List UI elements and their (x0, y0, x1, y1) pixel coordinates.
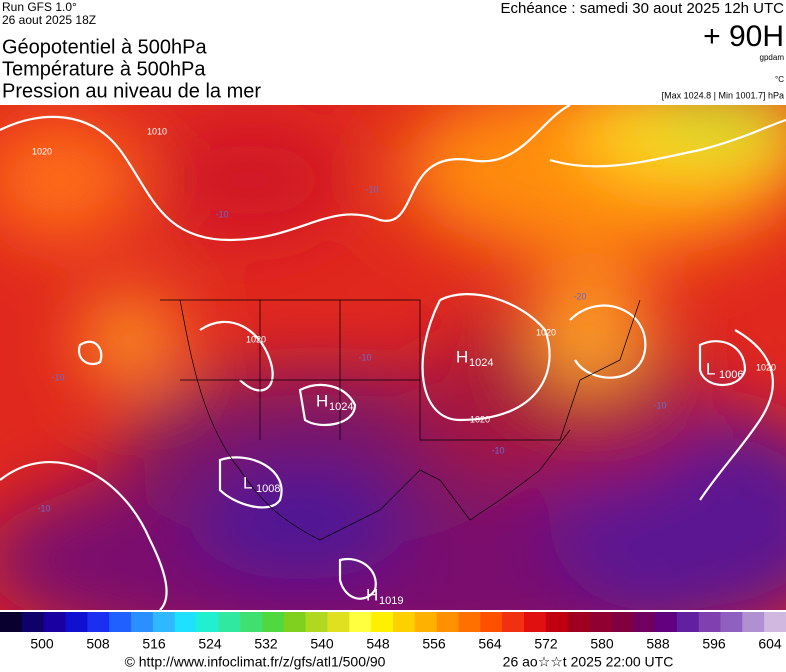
colorbar-tick-label: 572 (534, 636, 558, 652)
colorbar-swatch (524, 612, 547, 632)
echeance: Echéance : samedi 30 aout 2025 12h UTC (500, 0, 784, 17)
colorbar-swatch (720, 612, 743, 632)
colorbar-swatch (764, 612, 786, 632)
colorbar-swatch (371, 612, 394, 632)
colorbar-tick-label: 596 (702, 636, 726, 652)
colorbar-swatch (436, 612, 459, 632)
colorbar-swatch (0, 612, 23, 632)
lead-time: + 90H (703, 20, 784, 53)
colorbar-swatch (633, 612, 656, 632)
isobar-label: 1010 (147, 126, 167, 136)
colorbar-tick-label: 500 (30, 636, 54, 652)
colorbar-tick-label: 524 (198, 636, 222, 652)
isobar-label: 1020 (756, 362, 776, 372)
colorbar-tick-label: 588 (646, 636, 670, 652)
colorbar-swatch (305, 612, 328, 632)
title-line: Température à 500hPa (2, 58, 206, 80)
center-letter: H (366, 585, 378, 604)
temperature-label: -20 (573, 291, 586, 301)
colorbar-swatch (262, 612, 285, 632)
colorbar-swatch (87, 612, 110, 632)
colorbar-swatch (567, 612, 590, 632)
colorbar-swatch (480, 612, 503, 632)
colorbar-tick-label: 564 (478, 636, 502, 652)
colorbar-swatch (240, 612, 263, 632)
center-value: 1006 (719, 369, 743, 381)
colorbar-swatch (152, 612, 176, 632)
unit-temp: °C (775, 75, 784, 84)
colorbar-tick-label: 532 (254, 636, 278, 652)
colorbar-swatch (698, 612, 721, 632)
colorbar-tick-label: 580 (590, 636, 614, 652)
temperature-label: -10 (37, 503, 50, 513)
colorbar-swatch (414, 612, 438, 632)
colorbar-swatch (458, 612, 481, 632)
colorbar-swatch (196, 612, 219, 632)
footer-time: 26 ao☆☆t 2025 22:00 UTC (503, 654, 674, 670)
unit-geo: gpdam (760, 53, 785, 62)
colorbar-swatch (655, 612, 678, 632)
center-value: 1019 (379, 595, 403, 607)
colorbar-tick-label: 556 (422, 636, 446, 652)
colorbar-swatch (131, 612, 154, 632)
isobar-label: 1020 (536, 327, 556, 337)
run-date: 26 aout 2025 18Z (2, 13, 96, 27)
colorbar-tick-label: 516 (142, 636, 166, 652)
title-line: Géopotentiel à 500hPa (2, 36, 207, 58)
temperature-label: -10 (491, 445, 504, 455)
temperature-label: -10 (358, 352, 371, 362)
map (0, 105, 786, 610)
center-letter: L (243, 473, 252, 492)
colorbar-swatch (502, 612, 525, 632)
center-value: 1024 (469, 357, 493, 369)
colorbar-swatch (742, 612, 765, 632)
isobar-label: 1020 (246, 334, 266, 344)
colorbar-swatch (174, 612, 197, 632)
pressure-range: [Max 1024.8 | Min 1001.7] hPa (662, 90, 784, 100)
temperature-label: -10 (365, 184, 378, 194)
colorbar-swatch (283, 612, 307, 632)
colorbar-swatch (611, 612, 634, 632)
isobar-label: 1020 (32, 146, 52, 156)
colorbar-swatch (589, 612, 612, 632)
colorbar-tick-label: 548 (366, 636, 390, 652)
title-line: Pression au niveau de la mer (2, 80, 261, 102)
colorbar-tick-label: 508 (86, 636, 110, 652)
colorbar-tick-label: 540 (310, 636, 334, 652)
center-letter: H (316, 391, 328, 410)
center-letter: L (706, 359, 715, 378)
isobar-label: 1020 (470, 414, 490, 424)
colorbar-swatch (349, 612, 372, 632)
colorbar-swatch (65, 612, 88, 632)
temperature-label: -10 (51, 372, 64, 382)
colorbar-swatch (218, 612, 241, 632)
colorbar-swatch (393, 612, 416, 632)
temperature-label: -10 (215, 209, 228, 219)
center-letter: H (456, 347, 468, 366)
colorbar-swatch (676, 612, 700, 632)
colorbar-swatch (109, 612, 132, 632)
center-value: 1024 (329, 401, 353, 413)
center-value: 1008 (256, 483, 280, 495)
temperature-label: -10 (653, 400, 666, 410)
colorbar-swatch (43, 612, 66, 632)
colorbar-swatch (21, 612, 45, 632)
footer-source: © http://www.infoclimat.fr/z/gfs/atl1/50… (125, 654, 386, 670)
colorbar-swatch (327, 612, 350, 632)
run-label: Run GFS 1.0° (2, 0, 77, 14)
colorbar-tick-label: 604 (758, 636, 782, 652)
colorbar-swatch (545, 612, 569, 632)
